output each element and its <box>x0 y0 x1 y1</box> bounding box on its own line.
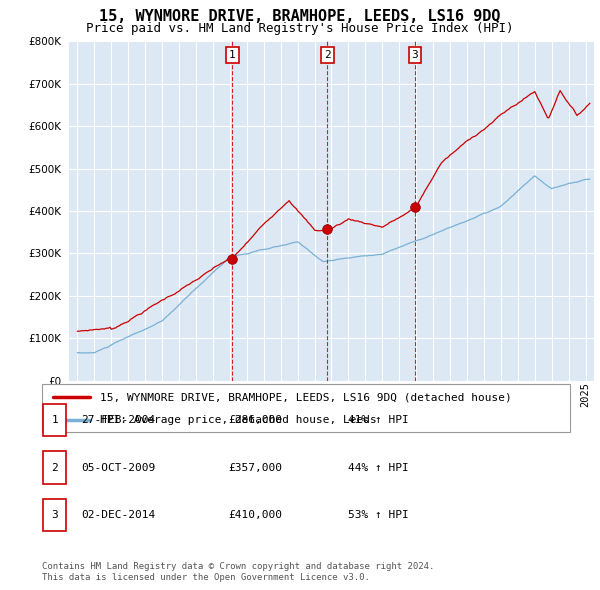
Text: 1: 1 <box>51 415 58 425</box>
Text: 02-DEC-2014: 02-DEC-2014 <box>81 510 155 520</box>
Text: 1: 1 <box>229 50 236 60</box>
Text: 41% ↑ HPI: 41% ↑ HPI <box>348 415 409 425</box>
FancyBboxPatch shape <box>42 384 570 432</box>
FancyBboxPatch shape <box>43 499 66 531</box>
Text: £357,000: £357,000 <box>228 463 282 473</box>
Text: 3: 3 <box>412 50 418 60</box>
Text: This data is licensed under the Open Government Licence v3.0.: This data is licensed under the Open Gov… <box>42 573 370 582</box>
Text: 2: 2 <box>324 50 331 60</box>
Text: HPI: Average price, detached house, Leeds: HPI: Average price, detached house, Leed… <box>100 415 377 425</box>
Text: 44% ↑ HPI: 44% ↑ HPI <box>348 463 409 473</box>
Text: Price paid vs. HM Land Registry's House Price Index (HPI): Price paid vs. HM Land Registry's House … <box>86 22 514 35</box>
Text: 15, WYNMORE DRIVE, BRAMHOPE, LEEDS, LS16 9DQ: 15, WYNMORE DRIVE, BRAMHOPE, LEEDS, LS16… <box>99 9 501 24</box>
Text: 05-OCT-2009: 05-OCT-2009 <box>81 463 155 473</box>
FancyBboxPatch shape <box>43 404 66 437</box>
Text: 2: 2 <box>51 463 58 473</box>
Text: 27-FEB-2004: 27-FEB-2004 <box>81 415 155 425</box>
FancyBboxPatch shape <box>43 451 66 484</box>
Text: 15, WYNMORE DRIVE, BRAMHOPE, LEEDS, LS16 9DQ (detached house): 15, WYNMORE DRIVE, BRAMHOPE, LEEDS, LS16… <box>100 392 512 402</box>
Text: 3: 3 <box>51 510 58 520</box>
Text: £286,000: £286,000 <box>228 415 282 425</box>
Text: Contains HM Land Registry data © Crown copyright and database right 2024.: Contains HM Land Registry data © Crown c… <box>42 562 434 571</box>
Text: 53% ↑ HPI: 53% ↑ HPI <box>348 510 409 520</box>
Text: £410,000: £410,000 <box>228 510 282 520</box>
